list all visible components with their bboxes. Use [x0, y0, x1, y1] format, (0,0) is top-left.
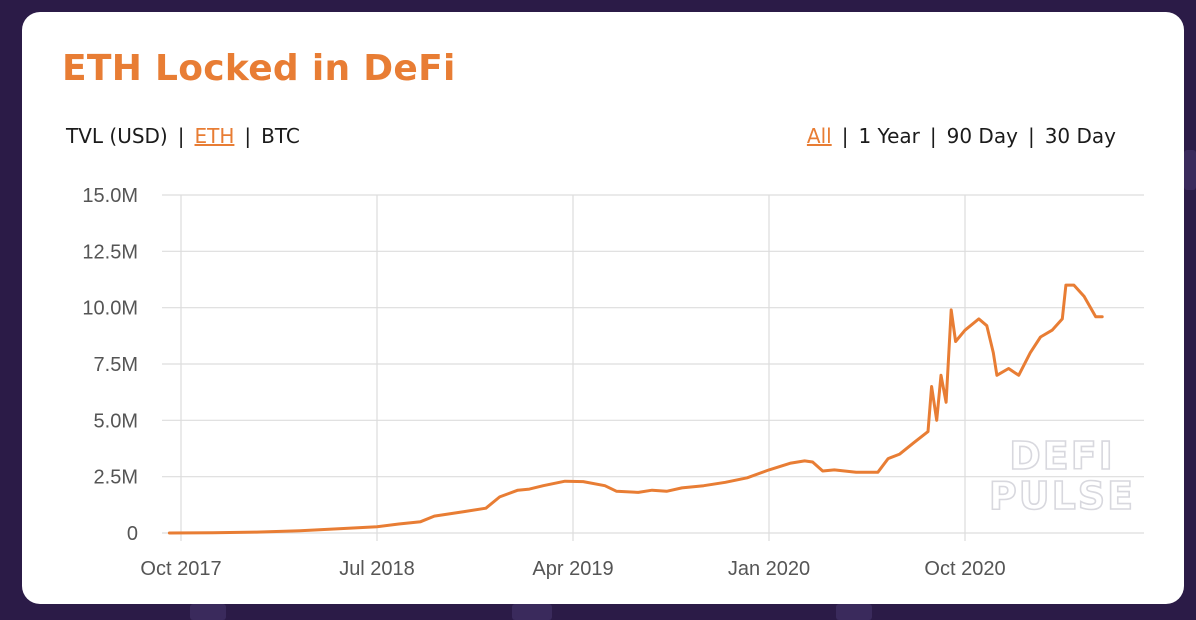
range-option-90-day[interactable]: 90 Day [946, 124, 1018, 148]
watermark-line-1: DEFI [1009, 434, 1115, 478]
x-tick-label: Apr 2019 [532, 558, 613, 580]
watermark: DEFI PULSE [988, 433, 1135, 519]
chart-title: ETH Locked in DeFi [62, 48, 456, 89]
x-axis-labels: Oct 2017 Jul 2018 Apr 2019 Jan 2020 Oct 2020 [140, 558, 1005, 580]
metric-option-btc[interactable]: BTC [261, 124, 300, 148]
series-group [167, 283, 1104, 535]
background-tile [1184, 150, 1196, 190]
y-tick-label: 0 [127, 523, 138, 545]
range-option-1-year[interactable]: 1 Year [858, 124, 920, 148]
x-tick-label: Jul 2018 [339, 558, 415, 580]
background-tile [836, 604, 872, 620]
toggle-separator: | [1027, 124, 1035, 148]
background-tile [190, 604, 226, 620]
horizontal-gridlines [162, 194, 1144, 534]
chart-card: ETH Locked in DeFi TVL (USD) | ETH | BTC… [22, 12, 1184, 604]
y-tick-label: 2.5M [94, 467, 138, 489]
metric-option-tvl-usd[interactable]: TVL (USD) [66, 124, 168, 148]
y-axis-labels: 0 2.5M 5.0M 7.5M 10.0M 12.5M 15.0M [82, 185, 138, 545]
background-tile [512, 604, 552, 620]
range-toggle: All | 1 Year | 90 Day | 30 Day [807, 124, 1116, 148]
y-tick-label: 12.5M [82, 241, 138, 263]
x-tick-label: Jan 2020 [728, 558, 810, 580]
toggle-separator: | [177, 124, 185, 148]
line-chart: 0 2.5M 5.0M 7.5M 10.0M 12.5M 15.0M Oct 2017 Jul… [82, 185, 1144, 580]
watermark-line-2: PULSE [989, 474, 1135, 518]
y-tick-label: 5.0M [94, 410, 138, 432]
x-tick-label: Oct 2017 [140, 558, 221, 580]
toggle-separator: | [244, 124, 252, 148]
x-tick-label: Oct 2020 [924, 558, 1005, 580]
y-tick-label: 10.0M [82, 298, 138, 320]
range-option-all[interactable]: All [806, 124, 832, 148]
y-tick-label: 7.5M [94, 354, 138, 376]
range-option-30-day[interactable]: 30 Day [1044, 124, 1116, 148]
vertical-gridlines [180, 195, 966, 541]
metric-toggle: TVL (USD) | ETH | BTC [66, 124, 300, 148]
toggle-separator: | [929, 124, 937, 148]
series-line [167, 283, 1104, 535]
metric-option-eth[interactable]: ETH [194, 124, 235, 148]
y-tick-label: 15.0M [82, 185, 138, 207]
toggle-separator: | [841, 124, 849, 148]
